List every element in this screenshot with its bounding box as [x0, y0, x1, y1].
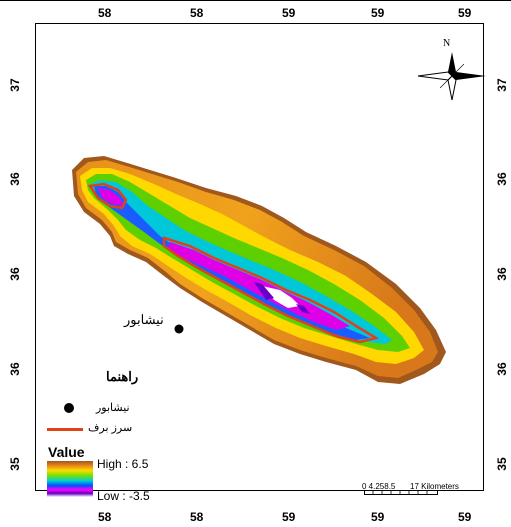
bottom-tick-4: 59	[371, 510, 385, 524]
legend-city-symbol	[64, 403, 74, 413]
top-tick-5: 59	[458, 6, 472, 20]
legend-title: راهنما	[106, 369, 139, 384]
mountain-peak-white	[262, 286, 300, 308]
north-arrow-icon	[417, 52, 486, 101]
legend-value-title: Value	[48, 444, 85, 460]
legend-high-label: High : 6.5	[97, 457, 149, 471]
city-label: نیشابور	[124, 312, 164, 327]
bottom-tick-2: 58	[190, 510, 204, 524]
legend-low-label: Low : -3.5	[97, 489, 150, 503]
top-tick-4: 59	[371, 6, 385, 20]
scale-bar	[364, 490, 438, 495]
scale-end-label: 17 Kilometers	[410, 482, 459, 491]
city-marker	[174, 324, 184, 334]
north-label: N	[443, 38, 451, 49]
mountain-peak-purple	[254, 282, 310, 314]
top-tick-1: 58	[98, 6, 112, 20]
legend-city-label: نیشابور	[96, 402, 130, 414]
legend-snowline-symbol	[47, 428, 83, 431]
top-tick-2: 58	[190, 6, 204, 20]
scale-numbers: 0 4.258.5	[362, 482, 396, 491]
bottom-tick-5: 59	[458, 510, 472, 524]
legend-color-ramp	[47, 461, 93, 497]
legend-snowline-label: سرز برف	[88, 422, 133, 434]
top-tick-3: 59	[282, 6, 296, 20]
top-border-line	[0, 0, 511, 1]
mountain-ridge-magenta	[98, 188, 350, 330]
map-frame	[35, 23, 484, 491]
bottom-tick-1: 58	[98, 510, 112, 524]
bottom-tick-3: 59	[282, 510, 296, 524]
snow-line	[87, 182, 380, 344]
